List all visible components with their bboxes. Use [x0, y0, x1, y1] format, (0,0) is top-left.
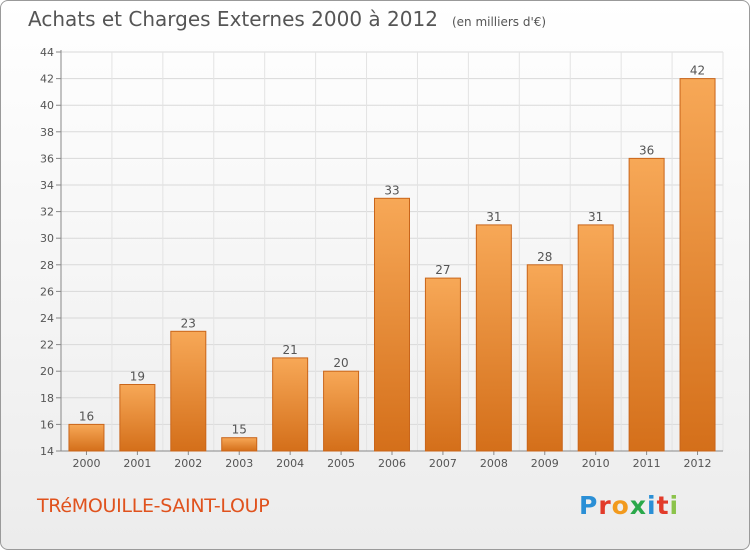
- x-tick-label: 2012: [684, 457, 712, 470]
- y-tick-label: 40: [40, 99, 54, 112]
- bar-value-label: 31: [588, 210, 603, 224]
- bar-value-label: 23: [181, 316, 196, 330]
- logo-letter: t: [656, 491, 670, 520]
- bar-value-label: 36: [639, 143, 654, 157]
- bar-value-label: 33: [384, 183, 399, 197]
- bar-2005: [323, 370, 360, 452]
- bar-2011: [628, 157, 665, 452]
- y-tick-label: 26: [40, 285, 54, 298]
- logo-letter: P: [579, 491, 599, 520]
- y-tick-label: 42: [40, 73, 54, 86]
- y-tick-label: 14: [40, 445, 54, 458]
- bar-2006: [374, 197, 410, 452]
- bar-2009: [526, 264, 563, 452]
- chart-title: Achats et Charges Externes 2000 à 2012: [28, 7, 438, 31]
- y-tick-label: 18: [40, 392, 54, 405]
- x-tick-label: 2004: [276, 457, 304, 470]
- x-tick-label: 2008: [480, 457, 508, 470]
- x-tick-label: 2003: [225, 457, 253, 470]
- bar-2012: [679, 78, 716, 452]
- bar-2008: [475, 224, 512, 452]
- bar-value-label: 19: [130, 370, 145, 384]
- bar-value-label: 31: [486, 210, 501, 224]
- x-tick-label: 2001: [123, 457, 151, 470]
- x-tick-label: 2009: [531, 457, 559, 470]
- logo-letter: i: [669, 491, 680, 520]
- y-tick-label: 20: [40, 365, 54, 378]
- x-tick-label: 2007: [429, 457, 457, 470]
- bar-2004: [272, 357, 309, 452]
- y-tick-label: 30: [40, 232, 54, 245]
- y-tick-label: 24: [40, 312, 54, 325]
- bar-2001: [119, 384, 156, 452]
- x-tick-label: 2006: [378, 457, 406, 470]
- bar-value-label: 21: [283, 343, 298, 357]
- y-tick-label: 16: [40, 418, 54, 431]
- chart-title-block: Achats et Charges Externes 2000 à 2012 (e…: [28, 7, 546, 31]
- bar-2000: [68, 423, 105, 452]
- x-tick-label: 2010: [582, 457, 610, 470]
- proxiti-logo: Proxiti: [579, 491, 679, 520]
- logo-letter: r: [598, 491, 612, 520]
- bar-value-label: 15: [232, 423, 247, 437]
- bar-value-label: 28: [537, 250, 552, 264]
- y-tick-label: 38: [40, 126, 54, 139]
- bars: [68, 78, 716, 452]
- x-tick-label: 2000: [72, 457, 100, 470]
- bar-2010: [577, 224, 614, 452]
- commune-name: TRéMOUILLE-SAINT-LOUP: [37, 495, 270, 517]
- x-tick-label: 2002: [174, 457, 202, 470]
- bar-2003: [221, 437, 258, 452]
- bar-2007: [424, 277, 461, 452]
- logo-letter: x: [629, 491, 647, 520]
- y-tick-label: 22: [40, 339, 54, 352]
- bar-value-label: 20: [333, 356, 348, 370]
- bar-value-label: 27: [435, 263, 450, 277]
- x-tick-label: 2005: [327, 457, 355, 470]
- y-tick-label: 44: [40, 46, 54, 59]
- y-tick-label: 32: [40, 206, 54, 219]
- y-tick-label: 28: [40, 259, 54, 272]
- x-tick-label: 2011: [633, 457, 661, 470]
- chart-unit-label: (en milliers d'€): [451, 15, 547, 29]
- y-tick-label: 34: [40, 179, 54, 192]
- logo-letter: i: [647, 491, 657, 520]
- logo-letter: o: [611, 491, 630, 520]
- y-tick-label: 36: [40, 152, 54, 165]
- bar-value-label: 16: [79, 409, 94, 423]
- bar-2002: [170, 330, 207, 452]
- bar-value-label: 42: [690, 64, 705, 78]
- labels: 14 16 18 20 22 24 26 28 30 32 34 36 38 40 42 44 16 2000 19…: [40, 46, 712, 470]
